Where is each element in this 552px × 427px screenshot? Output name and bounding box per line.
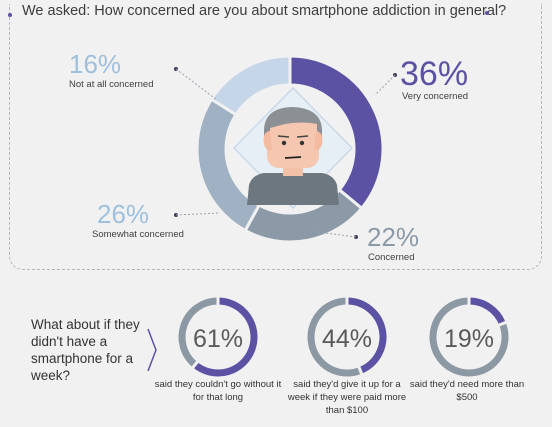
mini-slice-3-value [467,294,510,328]
mini-slice-2-rest [304,294,365,380]
person-shoulders [247,173,339,205]
mini-slice-1-rest [175,294,220,371]
label-somewhat-text: Somewhat concerned [92,229,184,240]
slice-not-at-all-concerned [209,54,292,117]
person-illustration [247,107,339,205]
mini-pct-label-2: 44% [322,325,372,353]
person-brow-right [296,135,309,138]
mini-caption-2: said they'd give it up for a week if the… [287,379,407,416]
slice-very-concerned [288,54,385,211]
label-somewhat-pct: 26% [97,199,150,229]
mini-pct-label-3: 19% [444,325,494,353]
label-very-text: Very concerned [402,91,469,102]
chevron-right-icon [147,328,157,372]
main-question: We asked: How concerned are you about sm… [22,3,513,19]
mini-caption-1: said they couldn't go without it for tha… [154,379,282,403]
question-end-dot [485,11,489,15]
person-eye-right [299,140,305,146]
label-concerned-text: Concerned [368,252,415,263]
person-mouth [284,156,302,159]
main-chart-panel [9,4,542,270]
label-connectors [174,67,397,239]
person-brow-left [277,135,290,138]
person-ear-right [314,131,323,151]
followup-question: What about if they didn't have a smartph… [31,317,140,383]
label-very-pct: 36% [400,55,469,93]
person-face [267,118,319,168]
person-eye-left [281,140,287,146]
mini-pct-label-1: 61% [193,325,243,353]
label-not-at-all-text: Not at all concerned [69,79,154,90]
person-ear-left [263,131,272,151]
question-bullet-dot [8,13,12,17]
mini-caption-3: said they'd need more than $500 [409,379,525,403]
label-not-at-all-pct: 16% [69,49,122,79]
label-concerned-pct: 22% [367,222,420,252]
mini-slice-3-rest [426,294,512,380]
person-hair [264,107,322,138]
